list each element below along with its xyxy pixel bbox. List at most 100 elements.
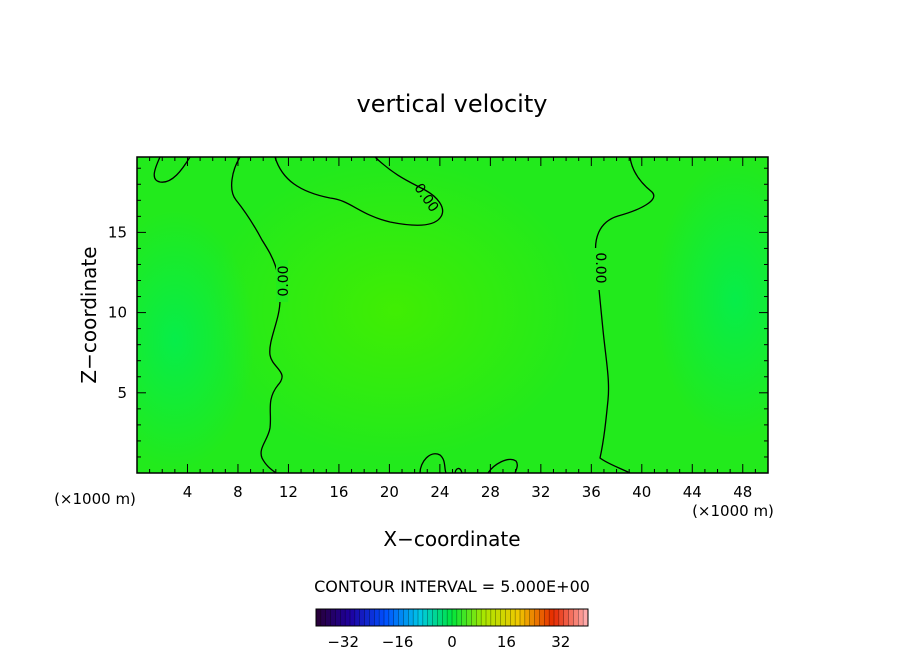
colorbar-tick-labels: −32 −16 0 16 32 [327,633,570,651]
colorbar-cell [563,609,570,626]
colorbar-cell [364,609,370,626]
colorbar-tick-label: 32 [551,633,570,651]
colorbar-tick-label: 0 [447,633,457,651]
colorbar-cell [379,609,385,626]
colorbar-cell [437,609,443,626]
colorbar-cell [330,609,336,626]
colorbar-cell [413,609,419,626]
updraft-region [205,160,585,460]
colorbar-cell [544,609,550,626]
contour-label: 0.00 [592,252,608,283]
colorbar-cell [510,609,516,626]
x-tick-label: 12 [279,483,298,501]
colorbar-cell [529,609,536,626]
downdraft-region-left [137,210,255,470]
colorbar-cell [486,609,492,626]
x-axis-unit-right: (×1000 m) [692,502,774,520]
contour-line-bottom-c [487,458,518,473]
colorbar-cell [320,609,327,626]
downdraft-region-right [655,160,768,440]
x-axis-ticks: 4 8 12 16 20 24 28 32 36 40 44 48 [149,157,756,501]
x-tick-label: 44 [683,483,702,501]
colorbar-cell [335,609,341,626]
y-axis-label: Z−coordinate [77,246,101,383]
colorbar-cell [505,609,511,626]
colorbar-cell [515,609,521,626]
colorbar-cell [447,609,453,626]
colorbar-cell [461,609,468,626]
colorbar-cell [422,609,429,626]
x-tick-label: 48 [733,483,752,501]
colorbar-cell [495,609,502,626]
colorbar-tick-label: −16 [382,633,414,651]
colorbar-cell [393,609,400,626]
x-tick-label: 28 [481,483,500,501]
colorbar-cell [418,609,424,626]
colorbar-cell [374,609,380,626]
contour-line-upper [274,157,444,226]
colorbar-cell [452,609,458,626]
colorbar-cell [442,609,448,626]
colorbar-cell [456,609,463,626]
colorbar-tick-label: 16 [497,633,516,651]
colorbar-cell [359,609,366,626]
colorbar-cell [558,609,565,626]
contour-line-bottom-b [454,467,463,473]
colorbar-cell [481,609,487,626]
colorbar-cell [398,609,404,626]
x-tick-label: 20 [380,483,399,501]
colorbar-tick-label: −32 [327,633,359,651]
colorbar-cell [432,609,438,626]
contour-line-left [230,157,283,473]
y-tick-label: 5 [117,384,127,402]
x-tick-label: 16 [329,483,348,501]
contour-interval-text: CONTOUR INTERVAL = 5.000E+00 [314,577,590,596]
colorbar-cell [340,609,346,626]
colorbar-cell [316,609,322,626]
colorbar-cell [476,609,482,626]
contour-line-top-left [153,157,191,183]
y-tick-label: 15 [108,223,127,241]
zero-contour-lines [153,157,655,473]
contour-label-bg-1 [276,260,288,302]
x-tick-label: 8 [233,483,243,501]
colorbar-cell [471,609,477,626]
colorbar-frame [315,608,589,627]
colorbar-cell [490,609,497,626]
x-tick-label: 24 [430,483,449,501]
colorbar-cell [345,609,351,626]
contour-label: 0.00 [276,265,292,296]
colorbar-cell [325,609,332,626]
colorbar-cell [573,609,579,626]
colorbar-cell [554,609,560,626]
colorbar-cell [384,609,390,626]
x-axis-label: X−coordinate [383,527,520,551]
colorbar-cell [534,609,540,626]
colorbar-cell [427,609,434,626]
contour-label-bg-2 [592,248,604,290]
colorbar-cell [568,609,574,626]
colorbar-cell [388,609,395,626]
colorbar-cell [354,609,361,626]
contour-line-bottom-a [419,453,447,473]
x-tick-label: 4 [183,483,193,501]
colorbar-cell [350,609,356,626]
colorbar-cell [549,609,555,626]
x-tick-label: 40 [632,483,651,501]
colorbar-cell [408,609,414,626]
chart-title: vertical velocity [357,90,548,118]
y-tick-label: 10 [108,304,127,322]
contour-line-right [594,157,655,473]
x-tick-label: 36 [582,483,601,501]
colorbar-cell [539,609,545,626]
heatmap-field [137,157,768,473]
colorbar [315,609,589,626]
colorbar-cell [520,609,526,626]
colorbar-cell [500,609,506,626]
x-axis-unit-left: (×1000 m) [54,490,136,508]
colorbar-cell [524,609,531,626]
colorbar-cell [403,609,409,626]
colorbar-cell [466,609,472,626]
y-axis-ticks: 5 10 15 [108,167,768,458]
